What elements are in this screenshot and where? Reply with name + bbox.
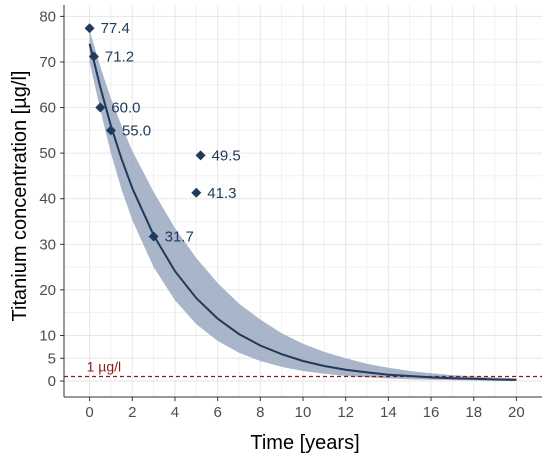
data-label: 41.3	[207, 185, 236, 202]
x-tick-label: 10	[295, 404, 312, 421]
y-tick-label: 40	[39, 191, 56, 208]
grid-layer	[64, 5, 542, 397]
fit-curve-layer	[88, 43, 517, 381]
data-point	[84, 23, 95, 34]
confidence-band-layer	[89, 30, 517, 381]
y-tick-label: 5	[48, 350, 56, 367]
data-point-layer	[84, 23, 206, 242]
y-tick-label: 80	[39, 8, 56, 25]
data-label-layer: 77.4 71.2 60.0 55.0 31.7 49.5 41.3	[101, 20, 241, 245]
x-tick-label: 12	[337, 404, 354, 421]
y-tick-label: 60	[39, 100, 56, 117]
x-tick-label: 20	[508, 404, 525, 421]
x-tick-label: 16	[423, 404, 440, 421]
y-tick-label: 50	[39, 145, 56, 162]
x-tick-label: 6	[213, 404, 221, 421]
data-point	[195, 150, 206, 161]
reference-line-label: 1 µg/l	[87, 358, 122, 374]
x-tick-label: 2	[128, 404, 136, 421]
data-label: 60.0	[111, 100, 140, 117]
y-tick-label: 10	[39, 327, 56, 344]
data-point	[191, 187, 202, 198]
data-label: 49.5	[212, 147, 241, 164]
y-tick-label: 20	[39, 282, 56, 299]
x-tick-label: 4	[171, 404, 179, 421]
x-tick-label: 14	[380, 404, 397, 421]
data-point	[88, 51, 99, 62]
confidence-band	[89, 30, 517, 381]
y-tick-label: 70	[39, 54, 56, 71]
y-tick-label: 30	[39, 236, 56, 253]
data-label: 55.0	[122, 122, 151, 139]
x-tick-label: 8	[256, 404, 264, 421]
axis-layer: 0 2 4 6 8 10 12 14 16 18 20 0 5 10 20 30 40 50 60 70 80	[39, 5, 542, 421]
data-label: 31.7	[165, 229, 194, 246]
data-label: 71.2	[105, 49, 134, 66]
data-label: 77.4	[101, 20, 130, 37]
reference-line-layer: 1 µg/l	[64, 358, 542, 378]
fit-curve	[88, 43, 517, 381]
y-axis-title: Titanium concentration [µg/l]	[9, 71, 31, 322]
data-point	[105, 125, 116, 136]
x-tick-label: 18	[465, 404, 482, 421]
data-point	[95, 102, 106, 113]
data-point	[148, 231, 159, 242]
x-tick-label: 0	[85, 404, 93, 421]
x-axis-title: Time [years]	[250, 432, 359, 454]
y-tick-label: 0	[48, 373, 56, 390]
